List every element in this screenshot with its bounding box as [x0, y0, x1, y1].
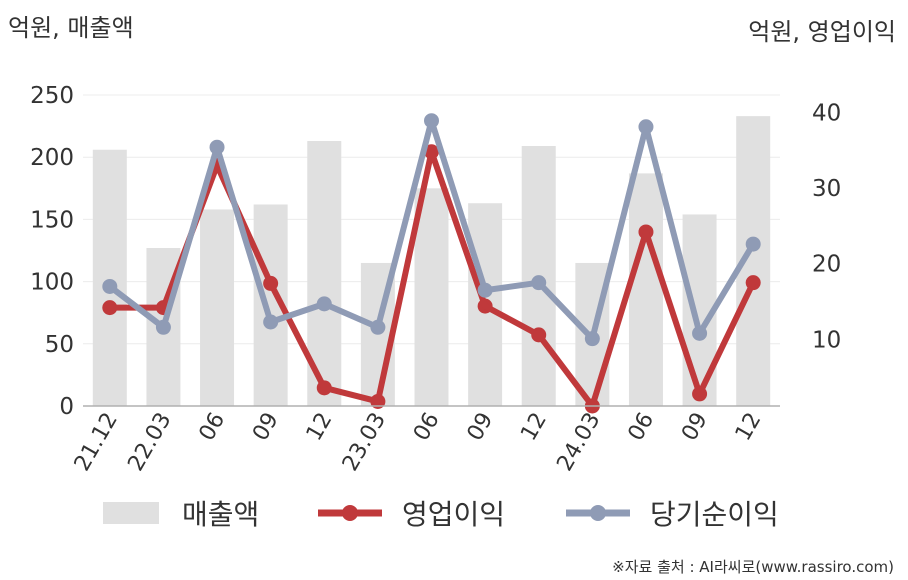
- left-axis-unit: 억원, 매출액: [8, 14, 134, 42]
- series-2-point-09: [477, 282, 493, 298]
- x-tick-label: 09: [248, 409, 284, 446]
- series-2-point-23.03: [370, 319, 386, 335]
- x-tick-label: 12: [302, 409, 338, 446]
- left-tick-label: 250: [30, 83, 74, 109]
- legend: 매출액 영업이익 당기순이익: [103, 498, 779, 531]
- series-line-1: [106, 148, 757, 409]
- right-axis-unit: 억원, 영업이익: [748, 18, 896, 46]
- series-2-point-12: [316, 296, 332, 312]
- x-tick-label: 09: [463, 408, 499, 445]
- source-note: ※자료 출처 : AI라씨로(www.rassiro.com): [612, 558, 894, 576]
- x-tick-label: 09: [677, 409, 713, 446]
- series-2-point-06: [424, 113, 439, 129]
- right-tick-label: 20: [812, 252, 841, 278]
- legend-swatch-marker-1: [342, 505, 358, 521]
- legend-label-2: 당기순이익: [650, 498, 779, 531]
- x-tick-label: 21.12: [70, 409, 123, 476]
- x-tick-label: 12: [516, 409, 552, 446]
- left-tick-label: 50: [45, 332, 74, 358]
- series-lines: [102, 113, 761, 414]
- x-tick-label: 06: [195, 409, 231, 446]
- x-tick-label: 22.03: [123, 409, 176, 476]
- left-tick-label: 100: [30, 270, 74, 296]
- series-2-point-06: [638, 119, 654, 135]
- right-tick-label: 10: [812, 327, 841, 353]
- left-tick-label: 0: [59, 394, 74, 420]
- right-tick-label: 30: [812, 176, 841, 202]
- series-2-point-09: [263, 314, 279, 330]
- series-2-point-06: [209, 139, 225, 155]
- legend-swatch-marker-2: [590, 505, 606, 521]
- x-tick-label: 23.03: [338, 409, 391, 476]
- series-2-point-24.03: [584, 331, 600, 347]
- legend-label-1: 영업이익: [402, 498, 505, 531]
- left-tick-label: 200: [30, 145, 74, 171]
- bar-06: [628, 173, 663, 406]
- x-tick-label: 06: [624, 409, 660, 446]
- legend-label-0: 매출액: [182, 498, 259, 531]
- x-tick-label: 06: [409, 409, 445, 446]
- x-tick-label: 24.03: [552, 409, 605, 476]
- left-tick-label: 150: [30, 207, 74, 233]
- series-2-point-21.12: [102, 278, 118, 294]
- series-2-point-22.03: [155, 319, 171, 335]
- bars: [92, 116, 771, 406]
- bar-06: [200, 209, 235, 406]
- right-tick-label: 40: [812, 100, 841, 126]
- x-tick-label: 12: [731, 409, 767, 446]
- bar-21.12: [92, 149, 127, 406]
- bar-06: [414, 188, 449, 406]
- series-2-point-12: [531, 275, 547, 291]
- series-2-point-09: [692, 325, 708, 341]
- series-2-point-12: [745, 236, 761, 252]
- legend-swatch-bar: [103, 502, 159, 524]
